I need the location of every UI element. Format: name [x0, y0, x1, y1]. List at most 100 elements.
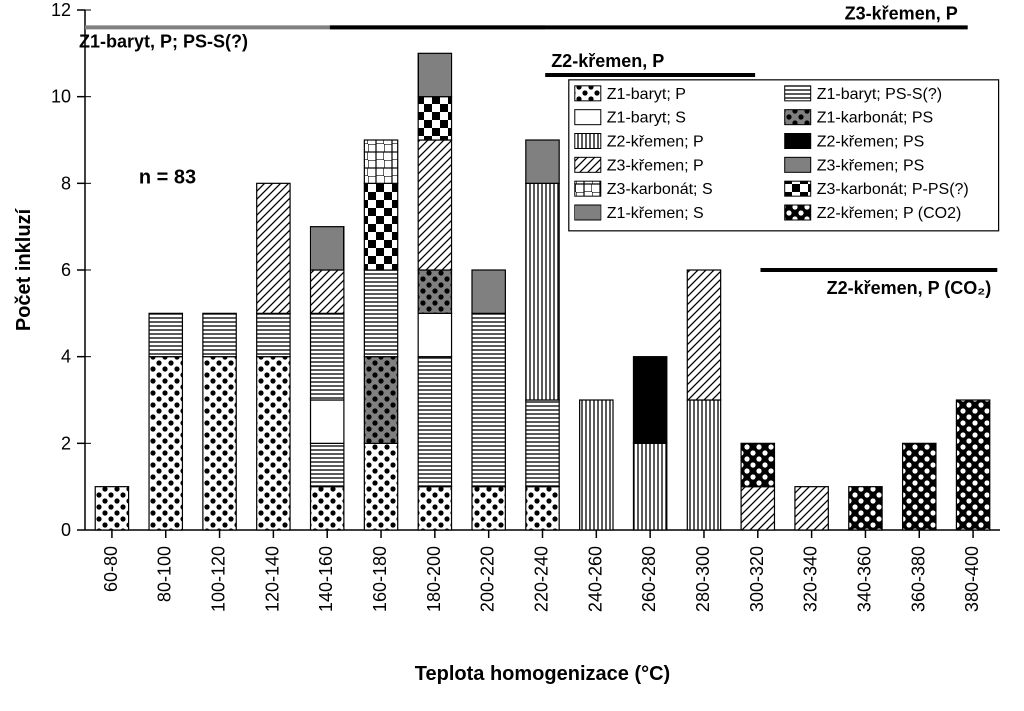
stack-seg-z2_kremen_p: [687, 400, 720, 530]
stack-seg-z2_kremen_p_co2: [903, 443, 936, 530]
stack-seg-z1_baryt_pss: [472, 313, 505, 486]
legend-swatch: [575, 134, 601, 149]
stack-seg-z1_baryt_p: [364, 443, 397, 530]
legend-swatch: [785, 86, 811, 101]
y-tick-label: 4: [61, 347, 71, 367]
legend-swatch: [575, 181, 601, 196]
stack-seg-z2_kremen_ps: [633, 357, 666, 444]
legend-label: Z2-křemen; PS: [817, 134, 925, 151]
legend-swatch: [785, 157, 811, 172]
stack-seg-z1_karbonat_ps: [364, 357, 397, 444]
x-tick-label: 260-280: [639, 546, 659, 612]
stack-seg-z1_baryt_pss: [311, 443, 344, 486]
stack-seg-z3_kremen_p: [741, 487, 774, 530]
legend-swatch: [785, 134, 811, 149]
x-tick-label: 220-240: [532, 546, 552, 612]
stack-seg-z3_kremen_ps: [526, 140, 559, 183]
annotation-n: n = 83: [139, 166, 196, 188]
legend-label: Z3-karbonát; S: [607, 181, 713, 198]
stack-seg-z1_baryt_pss: [203, 313, 236, 356]
x-tick-label: 100-120: [209, 546, 229, 612]
legend-swatch: [575, 157, 601, 172]
stack-seg-z2_kremen_p: [633, 443, 666, 530]
legend-swatch: [785, 110, 811, 125]
stack-seg-z1_baryt_p: [149, 357, 182, 530]
stack-seg-z1_baryt_pss: [311, 313, 344, 400]
stack-seg-z2_kremen_p_co2: [849, 487, 882, 530]
y-tick-label: 0: [61, 520, 71, 540]
x-tick-label: 280-300: [693, 546, 713, 612]
x-tick-label: 200-220: [478, 546, 498, 612]
legend-swatch: [785, 181, 811, 196]
stack-seg-z1_baryt_p: [526, 487, 559, 530]
legend-label: Z1-křemen; S: [607, 205, 704, 222]
histogram-chart: 0 2 4 6 8 10 12 Počet inkluzí 60-80 80-100 100-120…: [0, 0, 1024, 711]
x-tick-label: 180-200: [424, 546, 444, 612]
range-label: Z3-křemen, P: [845, 3, 958, 23]
x-tick-label: 360-380: [908, 546, 928, 612]
stack-seg-z3_kremen_p: [311, 270, 344, 313]
legend-label: Z3-karbonát; P-PS(?): [817, 181, 969, 198]
stack-seg-z1_baryt_p: [257, 357, 290, 530]
stack-seg-z1_baryt_pss: [149, 313, 182, 356]
stack-seg-z2_kremen_p: [526, 183, 559, 400]
legend-label: Z2-křemen; P (CO2): [817, 205, 962, 222]
stack-seg-z2_kremen_p_co2: [741, 443, 774, 486]
stack-seg-z1_kremen_s: [311, 227, 344, 270]
stack-seg-z1_baryt_pss: [364, 270, 397, 357]
x-tick-label: 120-140: [262, 546, 282, 612]
legend-label: Z3-křemen; PS: [817, 157, 925, 174]
stack-seg-z1_baryt_pss: [257, 313, 290, 356]
x-tick-label: 300-320: [747, 546, 767, 612]
y-tick-label: 8: [61, 173, 71, 193]
stack-seg-z2_kremen_p_co2: [956, 400, 989, 530]
x-tick-label: 80-100: [155, 546, 175, 602]
x-axis-label: Teplota homogenizace (°C): [415, 663, 670, 685]
stack-seg-z1_baryt_p: [311, 487, 344, 530]
y-tick-label: 2: [61, 433, 71, 453]
y-tick-label: 6: [61, 260, 71, 280]
x-tick-label: 60-80: [101, 546, 121, 592]
stack-seg-z1_baryt_pss: [418, 357, 451, 487]
legend-swatch: [575, 110, 601, 125]
x-tick-label: 240-260: [585, 546, 605, 612]
stack-seg-z1_kremen_s: [418, 53, 451, 96]
y-tick-label: 10: [51, 87, 71, 107]
stack-seg-z3_kremen_p: [418, 140, 451, 270]
stack-seg-z3_karbonat_s: [364, 140, 397, 183]
stack-seg-z1_baryt_pss: [526, 400, 559, 487]
stack-seg-z1_baryt_s: [311, 400, 344, 443]
stack-seg-z2_kremen_p: [580, 400, 613, 530]
legend-swatch: [785, 205, 811, 220]
stack-seg-z1_baryt_s: [418, 313, 451, 356]
x-tick-label: 340-360: [854, 546, 874, 612]
legend-label: Z1-baryt; PS-S(?): [817, 86, 942, 103]
y-axis-label: Počet inkluzí: [13, 207, 35, 331]
stack-seg-z3_kremen_p: [687, 270, 720, 400]
stack-seg-z3_kremen_ps: [472, 270, 505, 313]
legend-label: Z2-křemen; P: [607, 134, 704, 151]
range-label: Z2-křemen, P: [551, 51, 664, 71]
stack-seg-z1_baryt_p: [418, 487, 451, 530]
x-tick-label: 380-400: [962, 546, 982, 612]
legend-swatch: [575, 86, 601, 101]
legend-swatch: [575, 205, 601, 220]
stack-seg-z1_karbonat_ps: [418, 270, 451, 313]
stack-seg-z3_karbonat_pps: [418, 97, 451, 140]
x-tick-label: 140-160: [316, 546, 336, 612]
x-tick-label: 160-180: [370, 546, 390, 612]
stack-seg-z3_kremen_p: [795, 487, 828, 530]
range-label: Z2-křemen, P (CO₂): [827, 278, 992, 298]
range-label: Z1-baryt, P; PS-S(?): [79, 31, 248, 51]
stack-seg-z1_baryt_p: [95, 487, 128, 530]
stack-seg-z3_karbonat_pps: [364, 183, 397, 270]
legend-label: Z1-karbonát; PS: [817, 110, 934, 127]
stack-seg-z3_kremen_p: [257, 183, 290, 313]
legend-label: Z1-baryt; S: [607, 110, 686, 127]
x-tick-label: 320-340: [801, 546, 821, 612]
legend-label: Z3-křemen; P: [607, 157, 704, 174]
legend-label: Z1-baryt; P: [607, 86, 686, 103]
stack-seg-z1_baryt_p: [203, 357, 236, 530]
y-tick-label: 12: [51, 0, 71, 20]
stack-seg-z1_baryt_p: [472, 487, 505, 530]
